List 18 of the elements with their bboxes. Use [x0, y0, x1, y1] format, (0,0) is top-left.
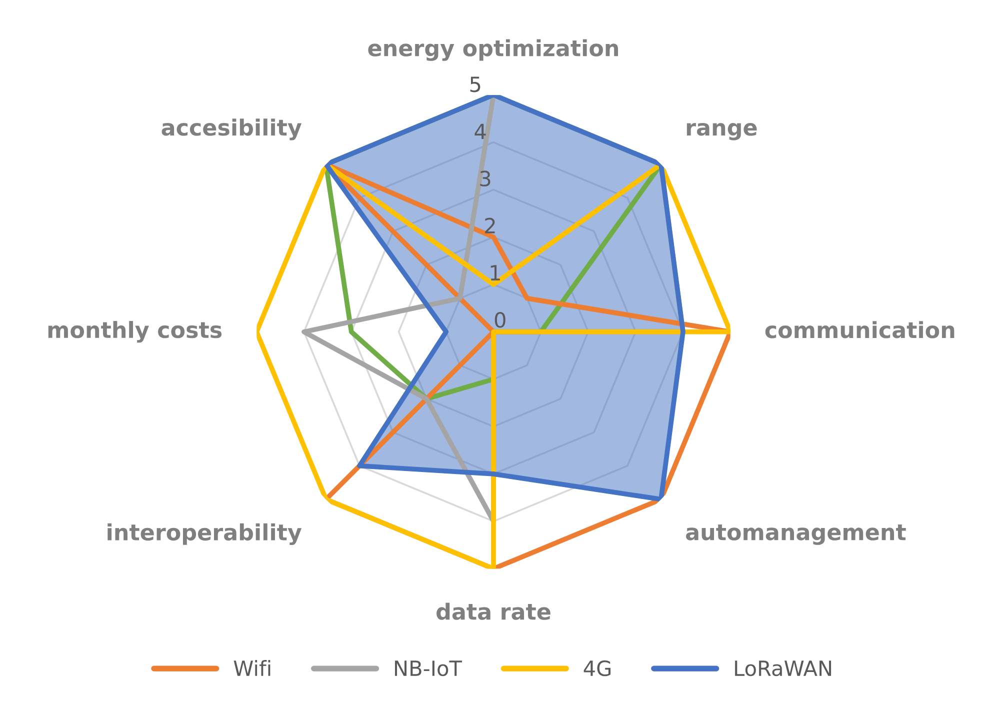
y-tick-label: 0	[494, 312, 506, 328]
legend-label: NB-IoT	[394, 660, 462, 676]
y-tick-label: 4	[474, 124, 486, 140]
spoke-label: interoperability	[108, 523, 302, 546]
spoke-label: data rate	[436, 602, 550, 620]
spoke-label: monthly costs	[48, 320, 222, 343]
y-tick-label: 5	[470, 76, 480, 92]
spoke-label: energy optimization	[368, 39, 618, 61]
y-tick-label: 3	[480, 170, 490, 186]
spoke-label: range	[686, 123, 757, 140]
y-tick-label: 2	[485, 218, 495, 234]
legend-label: Wifi	[234, 660, 270, 676]
y-tick-label: 1	[490, 265, 500, 280]
spoke-label: accesibility	[162, 118, 302, 140]
spoke-label: communication	[765, 321, 954, 338]
spoke-label: automanagement	[686, 524, 906, 545]
legend-label: 4G	[584, 660, 610, 676]
legend-label: LoRaWAN	[735, 660, 832, 676]
